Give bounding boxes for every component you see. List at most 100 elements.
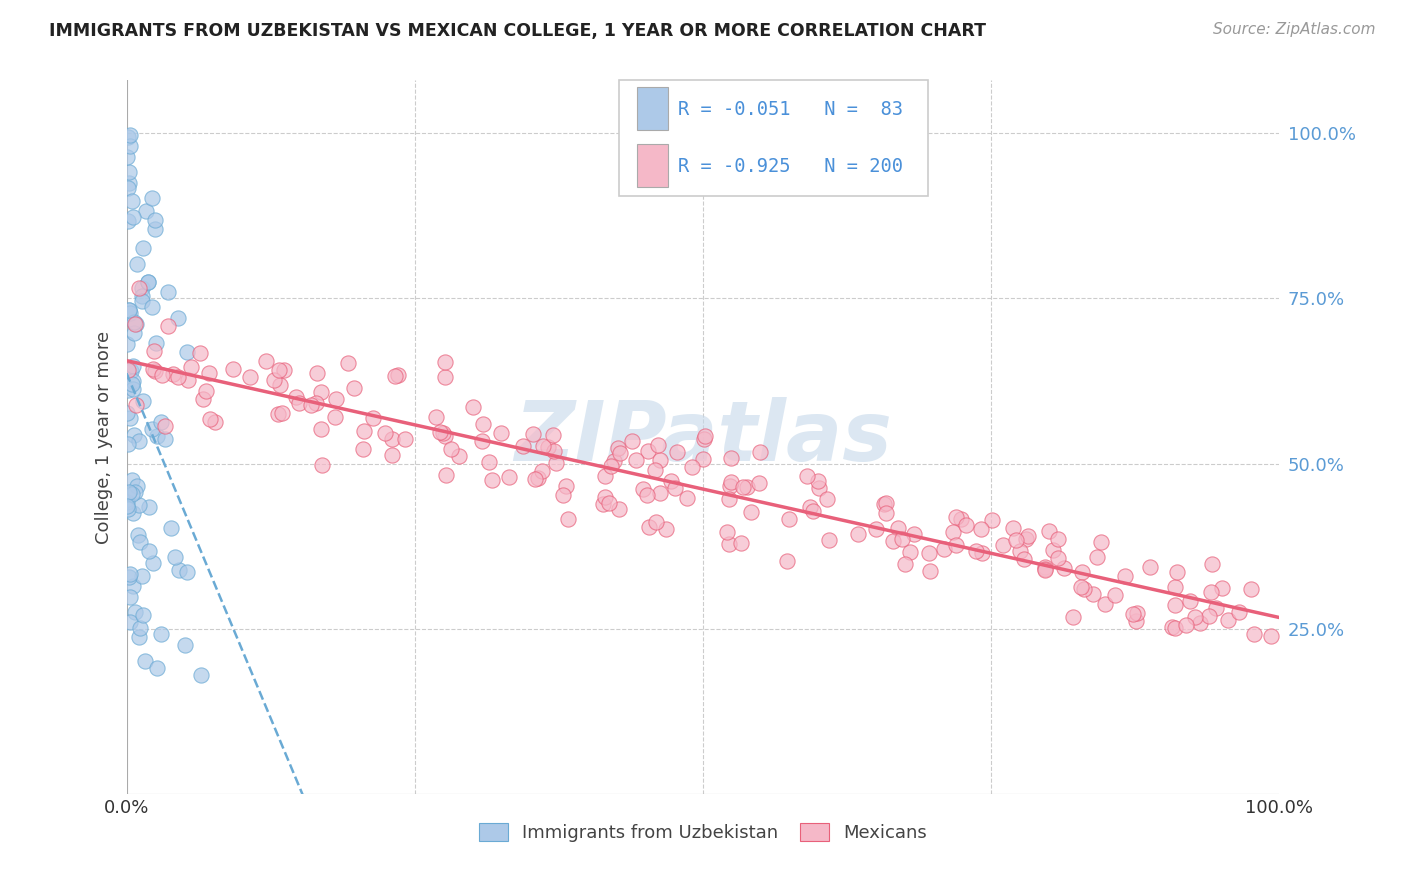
- Point: [489, 426, 512, 441]
- Point: [433, 369, 456, 384]
- Point: [150, 368, 173, 383]
- Point: [128, 434, 150, 448]
- Point: [1012, 551, 1035, 566]
- Point: [191, 392, 214, 407]
- Point: [875, 496, 897, 510]
- Point: [141, 191, 163, 205]
- Point: [1035, 563, 1057, 577]
- Point: [138, 500, 160, 514]
- Point: [1201, 557, 1223, 571]
- Point: [477, 455, 499, 469]
- Point: [155, 432, 177, 446]
- Point: [965, 544, 987, 558]
- Point: [115, 499, 138, 513]
- Point: [337, 356, 360, 370]
- Point: [173, 638, 195, 652]
- Point: [609, 446, 631, 460]
- Point: [631, 482, 654, 496]
- Point: [796, 468, 818, 483]
- Point: [429, 425, 451, 439]
- Point: [1042, 543, 1064, 558]
- Point: [131, 294, 153, 309]
- Point: [239, 370, 262, 384]
- Point: [311, 384, 333, 399]
- Point: [598, 496, 620, 510]
- Point: [122, 210, 145, 224]
- Point: [434, 468, 457, 483]
- Point: [118, 305, 141, 319]
- Point: [1174, 617, 1197, 632]
- Point: [195, 384, 218, 398]
- Point: [801, 504, 824, 518]
- Point: [1240, 582, 1263, 596]
- Point: [125, 398, 148, 412]
- Point: [143, 344, 166, 359]
- Point: [531, 464, 554, 478]
- Point: [146, 429, 169, 443]
- Point: [125, 257, 148, 271]
- Point: [512, 439, 534, 453]
- Point: [1260, 629, 1282, 643]
- Point: [167, 563, 190, 577]
- Point: [799, 500, 821, 515]
- Point: [876, 506, 898, 520]
- Text: IMMIGRANTS FROM UZBEKISTAN VS MEXICAN COLLEGE, 1 YEAR OR MORE CORRELATION CHART: IMMIGRANTS FROM UZBEKISTAN VS MEXICAN CO…: [49, 22, 986, 40]
- Point: [887, 521, 910, 535]
- Point: [122, 315, 145, 329]
- Point: [655, 522, 678, 536]
- Point: [554, 479, 576, 493]
- Point: [176, 345, 198, 359]
- Point: [818, 533, 841, 548]
- Point: [970, 522, 993, 536]
- Point: [1180, 594, 1202, 608]
- Point: [120, 590, 142, 604]
- Point: [650, 453, 672, 467]
- Point: [141, 421, 163, 435]
- Point: [1033, 560, 1056, 574]
- Point: [440, 442, 463, 456]
- Point: [675, 491, 697, 506]
- Point: [270, 406, 292, 420]
- Point: [624, 453, 647, 467]
- Point: [177, 373, 200, 387]
- Point: [544, 456, 567, 470]
- Point: [776, 554, 799, 568]
- Text: ZIPatlas: ZIPatlas: [515, 397, 891, 477]
- Point: [882, 534, 904, 549]
- Point: [918, 546, 941, 560]
- Point: [543, 444, 565, 458]
- Point: [117, 495, 139, 509]
- Point: [993, 538, 1015, 552]
- Point: [381, 448, 404, 462]
- Point: [955, 517, 977, 532]
- Point: [124, 318, 146, 332]
- Point: [970, 546, 993, 560]
- Point: [125, 479, 148, 493]
- Point: [1085, 550, 1108, 565]
- Point: [118, 176, 141, 190]
- Point: [1070, 580, 1092, 594]
- Point: [1199, 585, 1222, 599]
- Point: [1189, 615, 1212, 630]
- Point: [716, 524, 738, 539]
- Point: [131, 569, 153, 583]
- Point: [749, 445, 772, 459]
- Point: [138, 544, 160, 558]
- Point: [945, 510, 967, 524]
- Point: [305, 396, 328, 410]
- Point: [150, 627, 173, 641]
- Point: [533, 439, 555, 453]
- Point: [498, 470, 520, 484]
- Point: [471, 417, 494, 431]
- Point: [1205, 600, 1227, 615]
- Point: [273, 363, 295, 377]
- Point: [117, 437, 139, 451]
- Text: R = -0.925   N = 200: R = -0.925 N = 200: [678, 157, 903, 176]
- Point: [942, 524, 965, 539]
- Point: [717, 537, 740, 551]
- Point: [120, 364, 142, 378]
- Point: [718, 479, 741, 493]
- Point: [134, 654, 156, 668]
- Point: [381, 432, 404, 446]
- Point: [180, 359, 202, 374]
